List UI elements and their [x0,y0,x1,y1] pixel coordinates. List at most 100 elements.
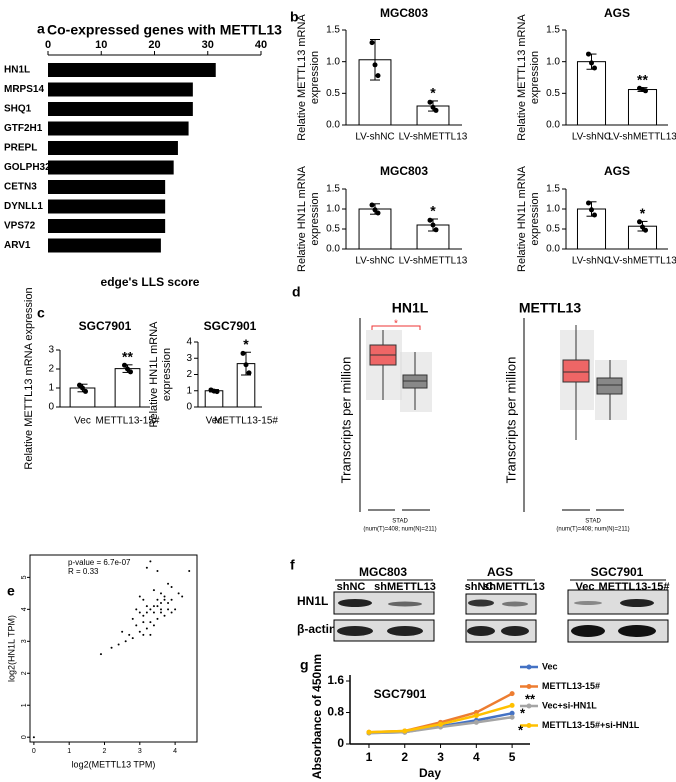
data-point [152,624,155,627]
boxplot-title: METTL13 [519,300,581,316]
legend-marker [526,684,532,689]
panel-letter: e [7,583,15,599]
category-label: LV-shNC [355,256,394,267]
significance: ** [122,349,133,365]
band [388,601,422,607]
data-point [430,104,436,110]
data-point [145,611,148,614]
data-point [159,601,162,604]
data-point [152,589,155,592]
data-point [592,65,597,71]
y-axis-label: log2(HN1L TPM) [6,615,16,682]
category-label: VPS72 [4,221,36,232]
data-point [145,627,148,630]
blot-group: SGC7901 [591,565,644,579]
y-tick-label: 2 [48,364,54,375]
bar [627,89,658,126]
data-point [163,598,166,601]
data-point [135,608,138,611]
data-point [640,224,645,230]
x-tick-label: 40 [255,39,267,51]
blot-group: MGC803 [359,565,407,579]
significance: * [430,203,436,219]
bar [48,82,193,97]
data-point [138,630,141,633]
data-point [145,566,148,569]
chart-title: SGC7901 [79,319,132,333]
category-label: Vec [74,416,91,427]
y-axis-label: expression [309,51,321,104]
x-tick-label: 2 [103,748,107,755]
data-point [174,608,177,611]
panel-letter: b [290,9,299,25]
y-tick-label: 1.5 [326,25,340,36]
y-tick-label: 0 [21,735,28,739]
data-point [589,60,594,66]
y-tick-label: 4 [186,337,192,348]
y-tick-label: 1.0 [326,204,340,215]
y-tick-label: 0.5 [546,224,560,235]
x-tick-label: 5 [509,750,516,764]
category-label: MRPS14 [4,84,44,95]
y-tick-label: 1.0 [326,56,340,67]
x-tick-label: 4 [473,750,480,764]
box [596,377,623,395]
y-tick-label: 1 [48,383,54,394]
panel-letter: d [292,284,301,300]
data-point [375,73,381,79]
band [501,626,529,636]
boxplot-note: (num(T)=408; num(N)=211) [363,527,436,533]
y-axis-label: expression [529,51,541,104]
boxplot-xlabel: STAD [585,519,601,525]
data-point [167,608,170,611]
lane-label: shNC [465,581,494,593]
series-marker [366,729,372,735]
panel-f: MGC803 shNC shMETTL13 AGS shNC shMETTL13… [297,565,669,643]
data-point [637,219,642,225]
x-tick-label: 3 [437,750,444,764]
band [468,599,494,607]
chart-title: MGC803 [380,164,428,178]
bar [48,219,166,233]
category-label: CETN3 [4,182,37,193]
data-point [142,621,145,624]
x-axis-label: edge's LLS score [101,275,200,289]
chart-title: AGS [604,164,630,178]
data-point [152,611,155,614]
panel-letter: f [290,557,295,573]
data-point [156,598,159,601]
significance: ** [637,71,648,87]
box [562,359,590,383]
y-axis-label: Relative HN1L mRNA [148,321,160,428]
category-label: PREPL [4,143,37,154]
significance: * [640,205,646,221]
data-point [430,222,436,228]
category-label: LV-shMETTL13 [399,256,468,267]
y-tick-label: 0.0 [326,244,340,255]
x-tick-label: 20 [148,39,160,51]
significance: * [243,336,249,352]
x-tick-label: 2 [401,750,408,764]
data-point [142,633,145,636]
bar [48,121,189,136]
legend-label: METTL13-15#+si-HN1L [542,720,640,730]
boxplot-xlabel: STAD [392,519,408,525]
panel-d: HN1L Transcripts per million * STAD (num… [338,300,629,533]
category-label: LV-shNC [572,256,611,267]
data-point [83,388,88,394]
data-point [181,595,184,598]
y-tick-label: 0 [186,402,192,413]
category-label: LV-shNC [572,132,611,143]
lane-label: shMETTL13 [483,581,545,593]
y-tick-label: 1.5 [546,25,560,36]
data-point [369,202,375,208]
data-point [163,614,166,617]
annotation: p-value = 6.7e-07 [68,558,131,567]
boxplot-title: HN1L [392,300,429,316]
data-point [159,608,162,611]
significance: * [518,722,524,737]
data-point [145,605,148,608]
y-axis-label: Relative HN1L mRNA [516,165,528,272]
data-point [170,598,173,601]
y-tick-label: 1 [21,703,28,707]
